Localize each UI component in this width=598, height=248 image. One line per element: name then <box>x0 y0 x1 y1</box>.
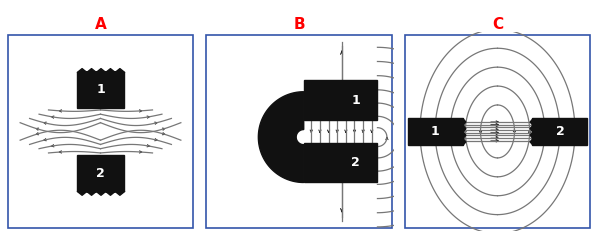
Bar <box>304 143 377 183</box>
Bar <box>408 118 462 145</box>
Bar <box>532 118 587 145</box>
Text: 2: 2 <box>556 125 565 138</box>
Title: C: C <box>492 17 503 32</box>
Title: B: B <box>293 17 305 32</box>
Text: 1: 1 <box>96 83 105 96</box>
Bar <box>77 155 124 191</box>
Bar <box>77 72 124 108</box>
Text: 1: 1 <box>352 94 360 107</box>
Text: 2: 2 <box>96 166 105 180</box>
Title: A: A <box>94 17 106 32</box>
Bar <box>304 80 377 120</box>
Text: 1: 1 <box>431 125 440 138</box>
Text: 2: 2 <box>352 156 360 169</box>
Polygon shape <box>258 92 304 183</box>
